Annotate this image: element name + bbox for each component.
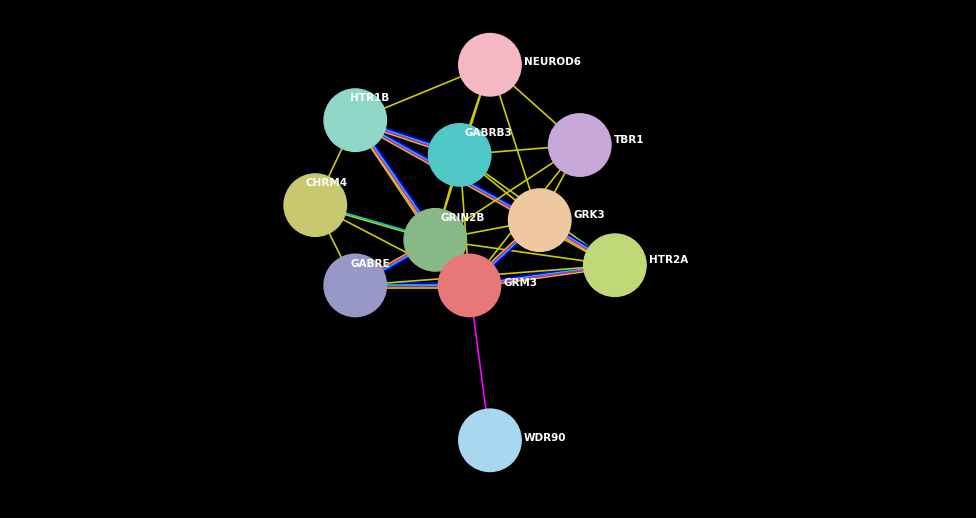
Text: GABRB3: GABRB3 (465, 128, 512, 138)
Ellipse shape (438, 254, 501, 316)
Ellipse shape (508, 189, 571, 251)
Text: WDR90: WDR90 (524, 433, 567, 443)
Text: TBR1: TBR1 (614, 135, 644, 145)
Ellipse shape (584, 234, 646, 296)
Text: NEUROD6: NEUROD6 (524, 57, 581, 67)
Ellipse shape (324, 89, 386, 151)
Ellipse shape (324, 254, 386, 316)
Ellipse shape (428, 124, 491, 186)
Text: HTR2A: HTR2A (649, 255, 688, 265)
Text: GRIN2B: GRIN2B (440, 213, 484, 223)
Ellipse shape (404, 209, 467, 271)
Text: GRK3: GRK3 (574, 210, 606, 220)
Ellipse shape (549, 114, 611, 176)
Text: HTR1B: HTR1B (350, 93, 389, 104)
Ellipse shape (459, 34, 521, 96)
Text: CHRM4: CHRM4 (305, 178, 347, 189)
Ellipse shape (459, 409, 521, 471)
Text: GRM3: GRM3 (504, 278, 538, 288)
Ellipse shape (284, 174, 346, 236)
Text: GABRE: GABRE (350, 258, 390, 269)
